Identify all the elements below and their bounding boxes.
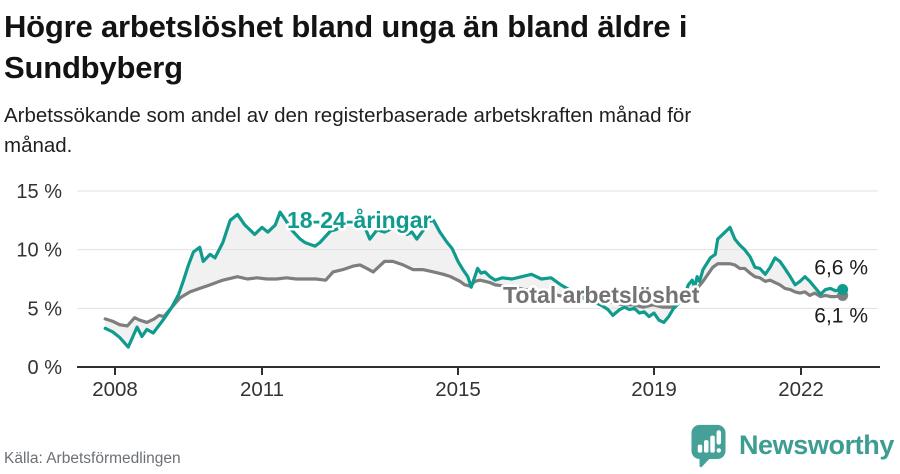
y-axis-label: 10 % — [16, 240, 62, 262]
chart-subtitle: Arbetssökande som andel av den registerb… — [4, 101, 890, 160]
end-value-label-1: 6,1 % — [814, 304, 868, 327]
subtitle-line-2: månad. — [4, 133, 73, 157]
end-value-label-0: 6,6 % — [814, 257, 868, 280]
subtitle-line-1: Arbetssökande som andel av den registerb… — [4, 104, 692, 128]
series-end-dot-0 — [837, 284, 849, 296]
series-line-1 — [103, 259, 845, 328]
x-axis-label: 2011 — [240, 378, 284, 401]
newsworthy-logo-link[interactable]: Newsworthy — [687, 422, 894, 469]
band-fill — [105, 212, 843, 348]
x-axis-label: 2008 — [92, 378, 138, 401]
source-note: Källa: Arbetsförmedlingen — [4, 450, 181, 467]
y-axis-label: 0 % — [28, 357, 63, 379]
y-axis-label: 5 % — [28, 298, 63, 320]
series-label-0: 18-24-åringar — [287, 207, 432, 233]
x-axis-label: 2019 — [631, 378, 677, 401]
page-title: Högre arbetslöshet bland unga än bland ä… — [4, 6, 890, 88]
series-end-dot-1 — [837, 289, 849, 301]
x-axis-label: 2015 — [435, 378, 481, 401]
series-label-1: Total arbetslöshet — [503, 282, 700, 308]
newsworthy-icon — [691, 424, 726, 468]
newsworthy-wordmark: Newsworthy — [738, 430, 894, 460]
y-axis-label: 15 % — [16, 181, 62, 203]
x-axis-label: 2022 — [778, 378, 824, 401]
series-line-0 — [103, 210, 845, 349]
title-line-1: Högre arbetslöshet bland unga än bland ä… — [4, 9, 688, 44]
chart-header: Högre arbetslöshet bland unga än bland ä… — [0, 0, 900, 160]
title-line-2: Sundbyberg — [4, 50, 183, 86]
